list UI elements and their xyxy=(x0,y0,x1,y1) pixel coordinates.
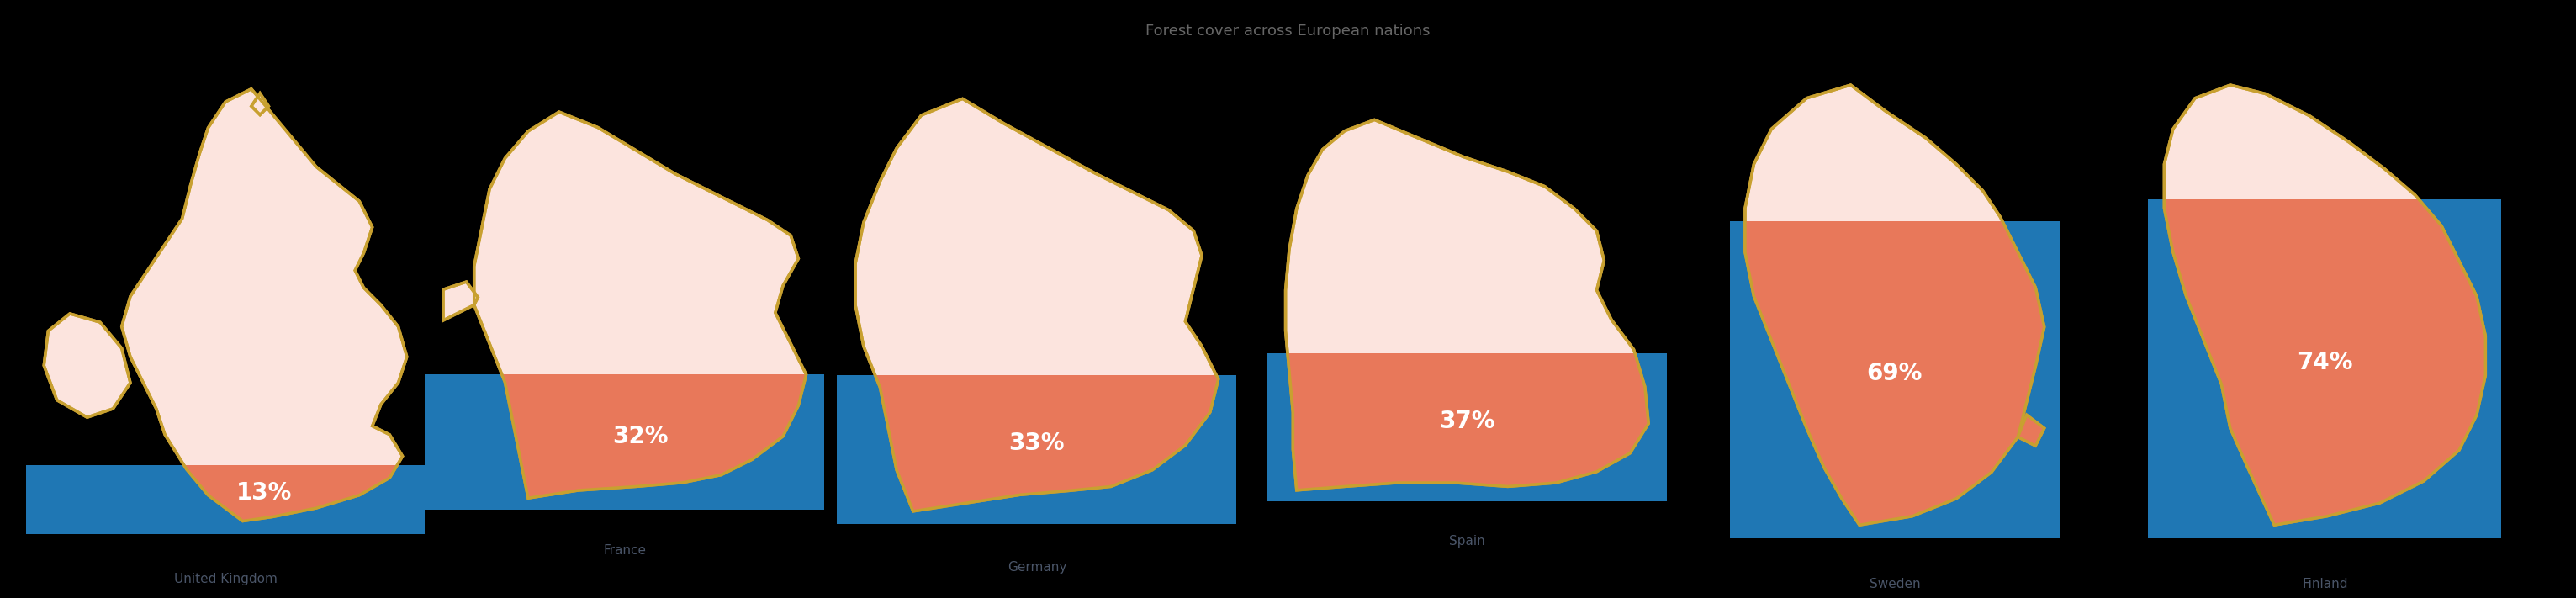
Text: Forest cover across European nations: Forest cover across European nations xyxy=(1146,24,1430,39)
Polygon shape xyxy=(474,112,806,498)
Polygon shape xyxy=(252,93,268,115)
Bar xyxy=(0,465,451,565)
Text: 33%: 33% xyxy=(1010,431,1064,455)
Text: 32%: 32% xyxy=(613,425,667,448)
Bar xyxy=(0,465,451,565)
Polygon shape xyxy=(121,89,407,521)
Polygon shape xyxy=(443,282,479,321)
Polygon shape xyxy=(1285,120,1649,490)
Polygon shape xyxy=(1744,85,2045,525)
Polygon shape xyxy=(2164,85,2486,525)
Text: 37%: 37% xyxy=(1440,410,1494,434)
Bar xyxy=(814,375,1260,553)
Text: 69%: 69% xyxy=(1868,361,1922,385)
Polygon shape xyxy=(2164,85,2486,525)
Text: Spain: Spain xyxy=(1450,535,1484,547)
Polygon shape xyxy=(2017,415,2045,446)
Polygon shape xyxy=(855,99,1218,511)
Polygon shape xyxy=(474,112,806,498)
Polygon shape xyxy=(855,99,1218,511)
Polygon shape xyxy=(252,93,268,115)
Bar xyxy=(1249,353,1685,527)
Text: Finland: Finland xyxy=(2303,578,2347,590)
Text: 74%: 74% xyxy=(2298,350,2352,374)
Bar xyxy=(1700,221,2089,569)
Text: Sweden: Sweden xyxy=(1870,578,1919,590)
Polygon shape xyxy=(1285,120,1649,490)
Bar xyxy=(0,465,451,565)
Bar xyxy=(1700,221,2089,569)
Polygon shape xyxy=(2017,415,2045,446)
Polygon shape xyxy=(1744,85,2045,525)
Bar xyxy=(404,374,845,536)
Bar xyxy=(404,374,845,536)
Polygon shape xyxy=(121,89,407,521)
Polygon shape xyxy=(44,313,131,417)
Polygon shape xyxy=(44,313,131,417)
Text: 13%: 13% xyxy=(237,481,291,505)
Text: United Kingdom: United Kingdom xyxy=(173,573,278,585)
Text: France: France xyxy=(603,544,647,557)
Text: Germany: Germany xyxy=(1007,561,1066,573)
Bar xyxy=(2120,199,2530,569)
Polygon shape xyxy=(443,282,479,321)
